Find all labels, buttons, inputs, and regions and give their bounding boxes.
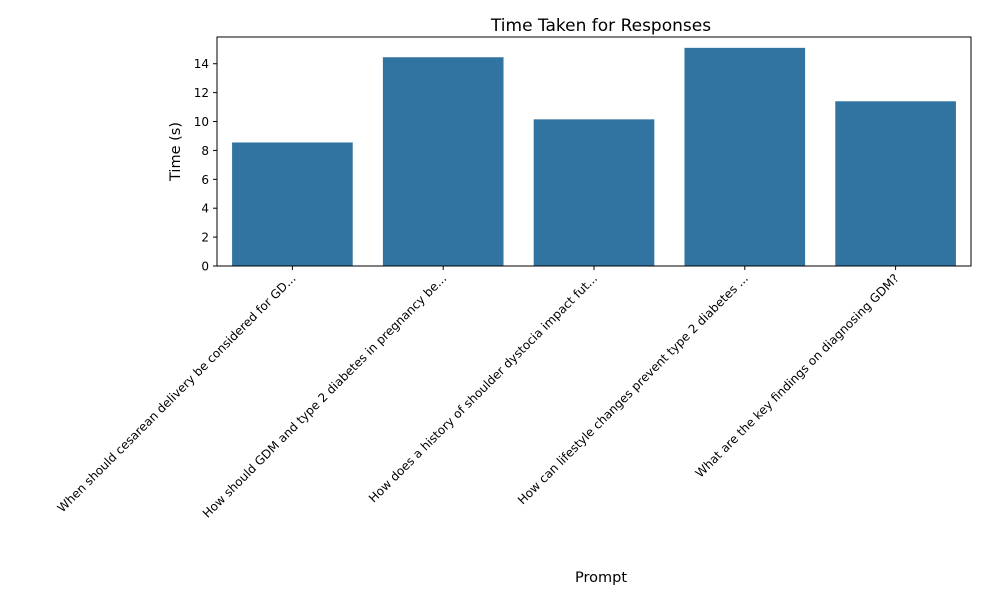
bar-3 [533, 119, 655, 266]
y-axis-label: Time (s) [168, 122, 184, 182]
bar-2 [382, 57, 504, 267]
y-tick-label: 12 [194, 86, 209, 100]
y-tick-label: 0 [201, 260, 209, 274]
y-tick-label: 10 [194, 115, 209, 129]
bar-5 [835, 101, 956, 266]
y-axis: 0 2 4 6 8 10 12 14 [194, 57, 217, 274]
plot-frame [216, 36, 972, 267]
y-tick-label: 2 [201, 231, 209, 245]
bar-4 [684, 47, 806, 267]
chart-title: Time Taken for Responses [490, 16, 711, 36]
y-tick-label: 14 [194, 57, 209, 71]
bars-layer [232, 47, 956, 267]
y-tick-label: 6 [201, 173, 209, 187]
y-tick-label: 8 [201, 144, 209, 158]
x-axis-label: Prompt [575, 570, 627, 586]
bar-1 [232, 142, 353, 266]
y-tick-label: 4 [201, 202, 209, 216]
